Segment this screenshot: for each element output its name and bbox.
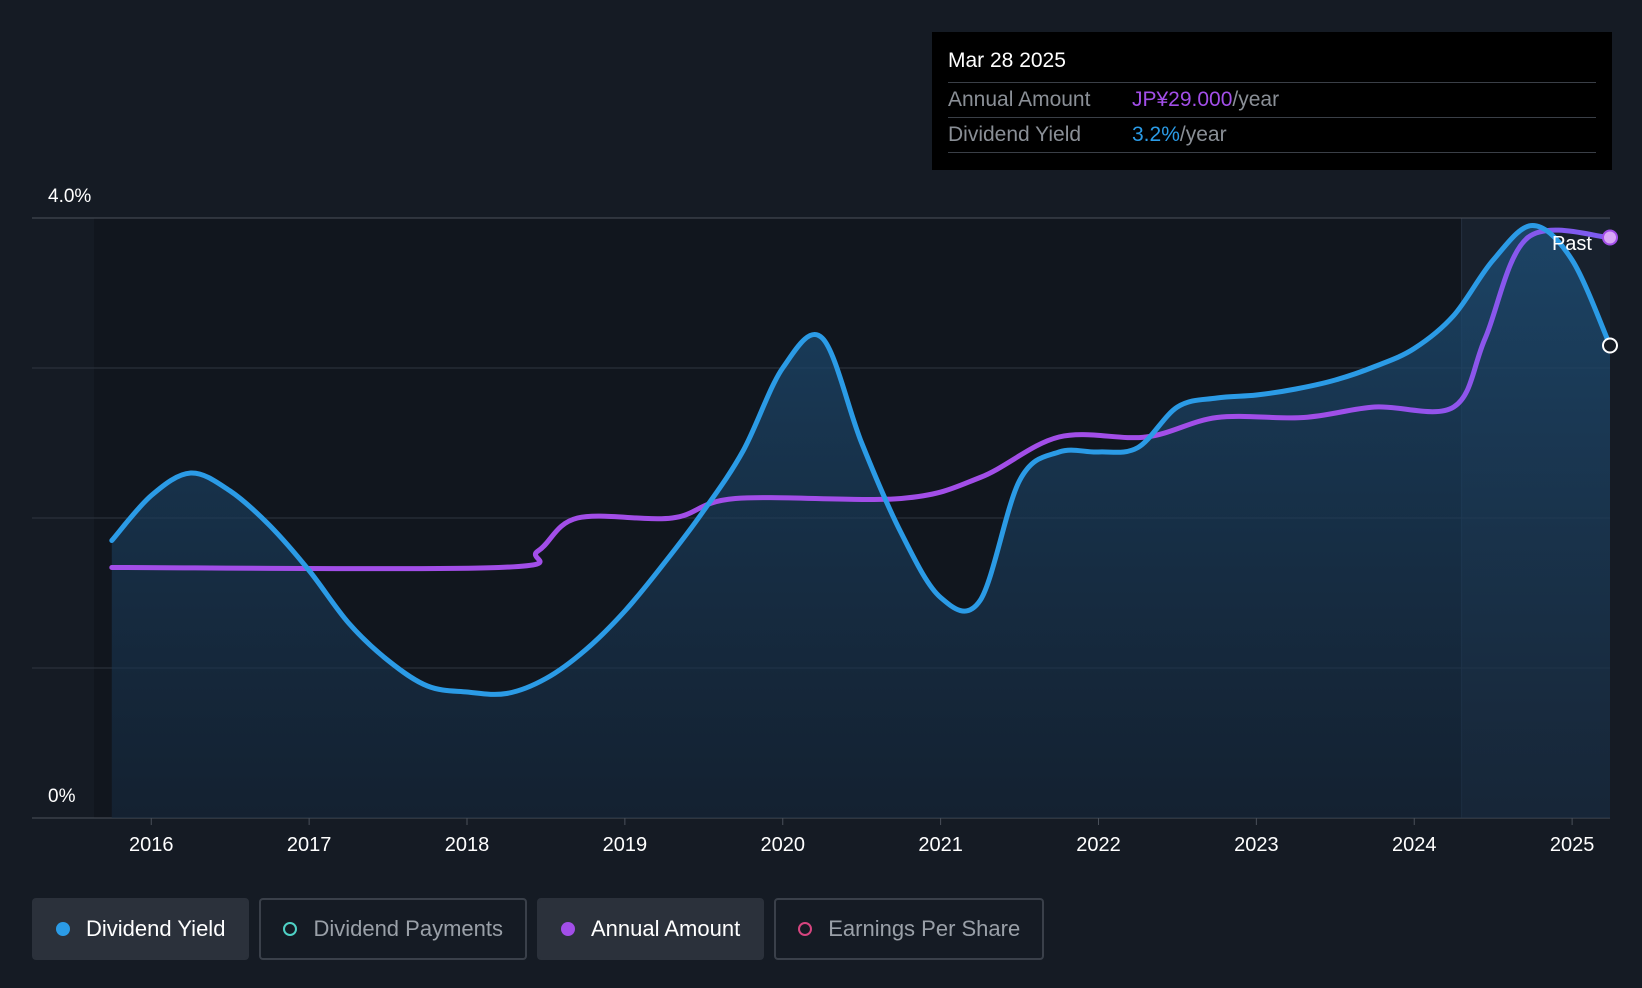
legend: Dividend Yield Dividend Payments Annual …	[32, 898, 1045, 960]
dividend-yield-area	[111, 225, 1611, 818]
tooltip-row-dividend-yield: Dividend Yield 3.2% /year	[948, 118, 1596, 153]
tooltip-row-annual-amount: Annual Amount JP¥29.000 /year	[948, 83, 1596, 118]
x-tick-label: 2019	[603, 834, 648, 856]
legend-label: Dividend Payments	[313, 916, 503, 941]
x-tick-label: 2021	[918, 834, 963, 856]
tooltip-label: Dividend Yield	[948, 123, 1082, 146]
x-tick-label: 2016	[129, 834, 174, 856]
legend-dot-icon	[560, 922, 575, 936]
legend-label: Annual Amount	[590, 916, 741, 941]
legend-label: Earnings Per Share	[828, 916, 1021, 941]
x-tick-label: 2024	[1392, 834, 1437, 856]
tooltip-unit: /year	[1179, 123, 1227, 146]
past-label: Past	[1552, 233, 1592, 255]
tooltip-unit: /year	[1232, 88, 1280, 111]
tooltip-value: 3.2%	[1132, 123, 1180, 146]
x-tick-label: 2022	[1076, 834, 1121, 856]
x-tick-label: 2025	[1550, 834, 1595, 856]
annual-amount-line	[109, 227, 1613, 572]
y-tick-label: 4.0%	[48, 186, 91, 207]
legend-dot-icon	[56, 922, 70, 936]
x-tick-label: 2017	[287, 834, 332, 856]
x-tick-label: 2023	[1234, 834, 1279, 856]
y-tick-label: 0%	[48, 786, 76, 807]
legend-dot-icon	[283, 922, 298, 936]
legend-label: Dividend Yield	[86, 916, 226, 941]
x-tick-label: 2020	[760, 834, 805, 856]
annual-amount-end-marker	[1602, 229, 1618, 246]
x-tick-label: 2018	[445, 834, 490, 856]
legend-earnings-per-share[interactable]: Earnings Per Share	[774, 898, 1045, 960]
dividend-yield-line	[109, 223, 1613, 697]
legend-annual-amount[interactable]: Annual Amount	[536, 898, 765, 960]
legend-dot-icon	[798, 922, 813, 936]
tooltip-value: JP¥29.000	[1132, 88, 1233, 111]
dividend-yield-end-marker	[1602, 337, 1618, 354]
tooltip: Mar 28 2025 Annual Amount JP¥29.000 /yea…	[932, 32, 1612, 170]
legend-dividend-payments[interactable]: Dividend Payments	[259, 898, 527, 960]
legend-dividend-yield[interactable]: Dividend Yield	[32, 898, 250, 960]
tooltip-label: Annual Amount	[948, 88, 1091, 111]
tooltip-date: Mar 28 2025	[948, 46, 1596, 83]
